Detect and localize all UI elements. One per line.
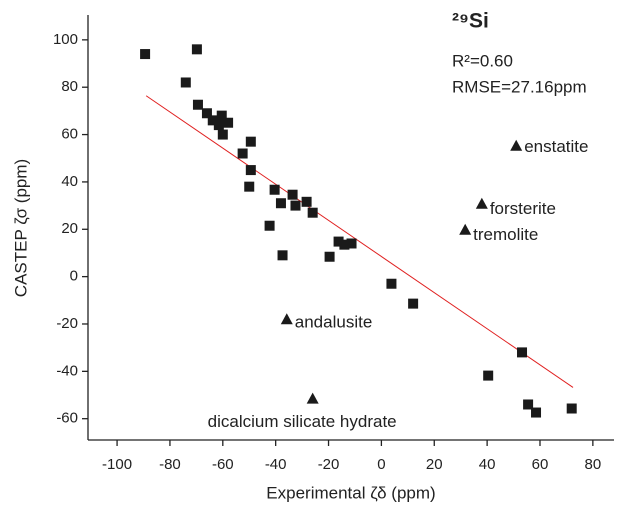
x-tick-label: 20 [426,456,443,473]
labeled-point [475,197,488,209]
data-point [523,399,534,410]
labeled-point [280,313,293,325]
data-point [140,49,151,60]
point-label: forsterite [490,199,556,218]
y-tick-label: 0 [70,268,78,285]
data-point [269,184,280,195]
x-tick-label: 40 [479,456,496,473]
stat-rmse: RMSE=27.16ppm [452,77,587,96]
data-point [290,200,301,211]
data-point [180,77,191,88]
y-tick-label: 80 [61,78,78,95]
labeled-point [510,139,523,151]
data-point [531,407,542,418]
data-point [339,239,350,250]
x-tick-label: 0 [377,456,385,473]
y-tick-label: 60 [61,126,78,143]
data-point [346,238,357,249]
data-point [245,165,256,176]
point-label: dicalcium silicate hydrate [208,412,397,431]
y-tick-label: 40 [61,173,78,190]
data-point [277,250,288,261]
point-label: enstatite [524,137,588,156]
data-point [213,120,224,131]
stat-r2: R²=0.60 [452,51,513,70]
data-point [244,181,255,192]
data-point [201,108,212,119]
x-tick-label: 60 [532,456,549,473]
y-tick-label: -20 [56,315,78,332]
x-axis-label: Experimental ζδ (ppm) [266,483,435,502]
data-point [517,347,528,358]
x-tick-label: -40 [265,456,287,473]
data-point [275,198,286,209]
y-axis-label: CASTEP ζσ (ppm) [11,159,30,297]
data-point [191,44,202,55]
data-point [333,236,344,247]
data-point [386,278,397,289]
labeled-point [459,223,472,235]
x-tick-label: -80 [159,456,181,473]
data-point [237,148,248,159]
point-label: andalusite [295,313,373,332]
data-point [207,115,218,126]
data-point [408,298,419,309]
data-point [217,129,228,140]
data-point [301,196,312,207]
data-point [245,136,256,147]
data-point [307,207,318,218]
data-point [287,189,298,200]
x-tick-label: 80 [585,456,602,473]
data-point [483,370,494,381]
fit-line [145,95,574,388]
labeled-point [306,392,319,404]
x-tick-label: -100 [102,456,132,473]
data-point [324,251,335,262]
y-tick-label: 100 [53,31,78,48]
data-point [566,403,577,414]
chart-title: ²⁹Si [452,10,489,33]
y-tick-label: -40 [56,362,78,379]
x-tick-label: -60 [212,456,234,473]
y-tick-label: -60 [56,410,78,427]
data-point [223,117,234,128]
data-point [264,220,275,231]
point-label: tremolite [473,225,538,244]
x-tick-label: -20 [318,456,340,473]
data-point [192,99,203,110]
y-tick-label: 20 [61,220,78,237]
data-point [216,110,227,121]
